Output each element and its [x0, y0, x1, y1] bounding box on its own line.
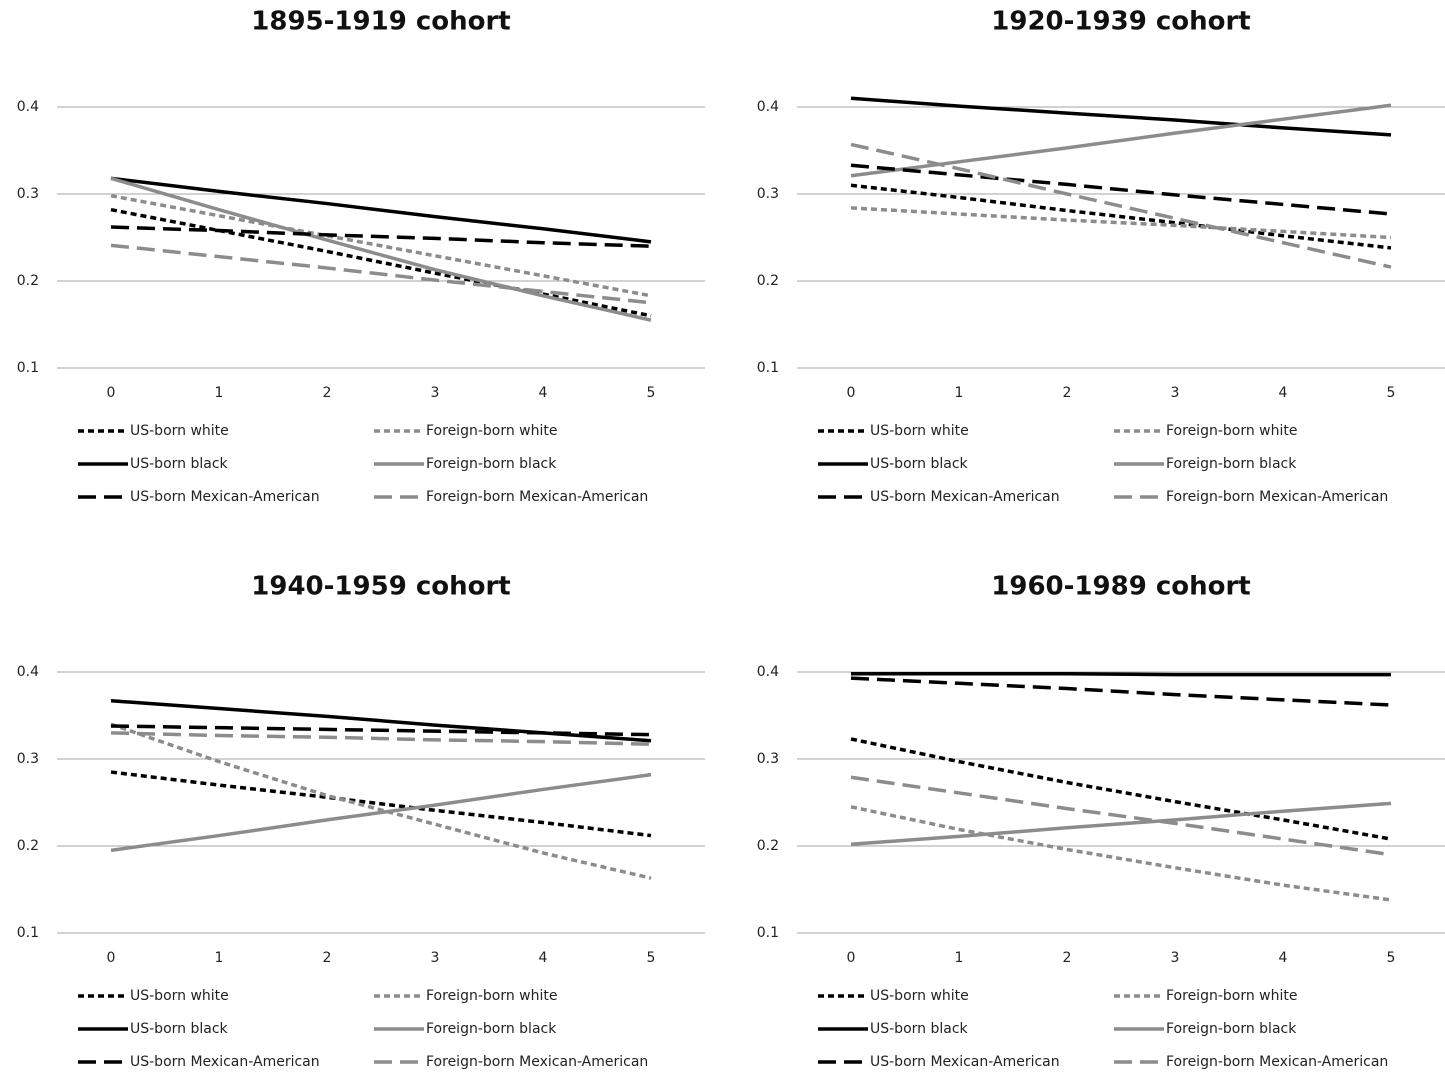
y-tick-label: 0.4 [757, 99, 779, 115]
x-tick-label: 4 [1279, 950, 1288, 966]
legend-label: Foreign-born Mexican-American [426, 1054, 648, 1070]
y-tick-label: 0.1 [17, 925, 39, 941]
legend-label: US-born white [130, 988, 229, 1004]
x-tick-label: 2 [323, 950, 332, 966]
x-tick-label: 3 [1171, 950, 1180, 966]
series-line [110, 225, 652, 248]
x-tick-label: 4 [539, 950, 548, 966]
legend-label: Foreign-born white [426, 423, 557, 439]
x-tick-label: 1 [955, 950, 964, 966]
x-tick-label: 0 [847, 385, 856, 401]
series-line [110, 207, 652, 318]
series-line [850, 737, 1392, 841]
x-tick-label: 1 [215, 950, 224, 966]
legend-label: Foreign-born Mexican-American [1166, 489, 1388, 505]
x-tick-label: 1 [215, 385, 224, 401]
chart-title: 1940-1959 cohort [251, 572, 510, 602]
y-tick-label: 0.3 [757, 751, 779, 767]
y-tick-label: 0.2 [757, 838, 779, 854]
legend-label: US-born Mexican-American [130, 1054, 320, 1070]
series-line [110, 176, 652, 322]
series-line [110, 770, 652, 838]
series-line [850, 163, 1392, 216]
legend-label: Foreign-born black [426, 1021, 557, 1037]
x-tick-label: 3 [431, 950, 440, 966]
series-line [110, 722, 652, 880]
y-tick-label: 0.1 [17, 360, 39, 376]
series-line [850, 206, 1392, 240]
legend-label: Foreign-born white [426, 988, 557, 1004]
x-tick-label: 2 [1063, 950, 1072, 966]
y-tick-label: 0.2 [17, 273, 39, 289]
series-line [850, 96, 1392, 137]
x-tick-label: 2 [323, 385, 332, 401]
legend-label: US-born black [130, 1021, 229, 1037]
legend-label: US-born white [130, 423, 229, 439]
series-line [850, 805, 1392, 902]
x-tick-label: 5 [647, 385, 656, 401]
x-tick-label: 5 [1387, 950, 1396, 966]
series-line [110, 176, 652, 244]
legend-label: Foreign-born Mexican-American [426, 489, 648, 505]
y-tick-label: 0.3 [757, 186, 779, 202]
chart-title: 1895-1919 cohort [251, 7, 510, 37]
series-line [110, 194, 652, 298]
legend-label: Foreign-born Mexican-American [1166, 1054, 1388, 1070]
series-line [110, 731, 652, 746]
x-tick-label: 4 [1279, 385, 1288, 401]
x-tick-label: 2 [1063, 385, 1072, 401]
legend-label: Foreign-born white [1166, 423, 1297, 439]
x-tick-label: 0 [847, 950, 856, 966]
y-tick-label: 0.4 [17, 99, 39, 115]
y-tick-label: 0.2 [757, 273, 779, 289]
series-line [110, 243, 652, 305]
chart-title: 1920-1939 cohort [991, 7, 1250, 37]
legend-label: US-born black [870, 1021, 969, 1037]
legend-label: US-born black [870, 456, 969, 472]
x-tick-label: 0 [107, 385, 116, 401]
y-tick-label: 0.1 [757, 925, 779, 941]
series-line [850, 142, 1392, 269]
x-tick-label: 5 [1387, 385, 1396, 401]
y-tick-label: 0.3 [17, 751, 39, 767]
legend-label: Foreign-born white [1166, 988, 1297, 1004]
x-tick-label: 4 [539, 385, 548, 401]
series-line [850, 183, 1392, 250]
x-tick-label: 5 [647, 950, 656, 966]
series-line [850, 801, 1392, 847]
series-line [110, 772, 652, 853]
x-tick-label: 1 [955, 385, 964, 401]
legend-label: US-born white [870, 988, 969, 1004]
legend-label: US-born black [130, 456, 229, 472]
legend-label: US-born Mexican-American [130, 489, 320, 505]
x-tick-label: 0 [107, 950, 116, 966]
legend-label: Foreign-born black [1166, 1021, 1297, 1037]
x-tick-label: 3 [1171, 385, 1180, 401]
chart-title: 1960-1989 cohort [991, 572, 1250, 602]
x-tick-label: 3 [431, 385, 440, 401]
legend-label: Foreign-born black [426, 456, 557, 472]
series-line [850, 676, 1392, 707]
legend-label: Foreign-born black [1166, 456, 1297, 472]
series-line [850, 775, 1392, 857]
series-line [851, 671, 1391, 677]
series-line [110, 724, 652, 737]
y-tick-label: 0.2 [17, 838, 39, 854]
y-tick-label: 0.1 [757, 360, 779, 376]
legend-label: US-born Mexican-American [870, 1054, 1060, 1070]
legend-label: US-born Mexican-American [870, 489, 1060, 505]
y-tick-label: 0.4 [17, 664, 39, 680]
legend-label: US-born white [870, 423, 969, 439]
y-tick-label: 0.3 [17, 186, 39, 202]
y-tick-label: 0.4 [757, 664, 779, 680]
